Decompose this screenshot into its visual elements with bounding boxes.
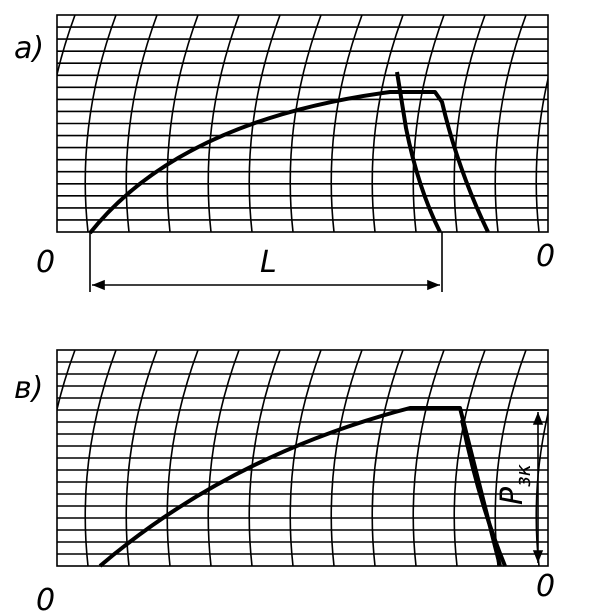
recorded-curve <box>460 419 507 567</box>
grid-arc <box>289 350 322 566</box>
origin-label: 0 <box>536 239 555 274</box>
grid-arc <box>371 350 404 566</box>
grid-arc <box>57 350 76 413</box>
grid-arc <box>330 15 363 232</box>
chart-grid <box>56 349 549 567</box>
grid-arc <box>84 15 117 232</box>
grid-arc <box>207 15 240 232</box>
grid-arc <box>371 15 404 232</box>
grid-arc <box>289 15 322 232</box>
grid-arc <box>166 15 199 232</box>
panel-label: в) <box>14 371 43 406</box>
dimension-label: Pзк <box>495 464 535 505</box>
origin-label: 0 <box>36 583 55 616</box>
recorded-curve <box>88 90 490 235</box>
chart-grid <box>56 14 549 233</box>
origin-label: 0 <box>36 245 55 280</box>
grid-arc <box>248 350 281 566</box>
grid-arc <box>207 350 240 566</box>
dimension-label: L <box>260 245 277 280</box>
panel-label: а) <box>14 31 44 66</box>
grid-arc <box>412 15 445 232</box>
grid-arc <box>57 15 76 79</box>
grid-arc <box>453 15 486 232</box>
recorded-curve <box>395 71 442 233</box>
grid-arc <box>330 350 363 566</box>
grid-arc <box>535 75 548 232</box>
grid-arc <box>166 350 199 566</box>
grid-arc <box>125 350 158 566</box>
grid-arc <box>125 15 158 232</box>
grid-arc <box>494 15 527 232</box>
dimension-symbol: P <box>495 486 530 505</box>
grid-arc <box>453 350 486 566</box>
grid-arc <box>412 350 445 566</box>
origin-label: 0 <box>536 569 555 604</box>
dimension-subscript: зк <box>511 464 535 487</box>
grid-arc <box>84 350 117 566</box>
